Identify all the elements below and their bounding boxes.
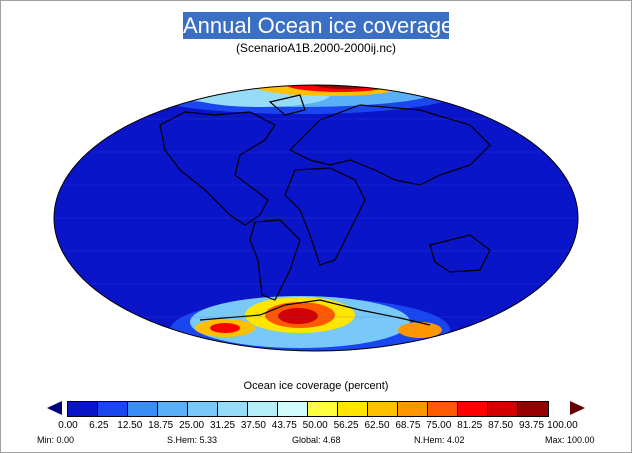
stat-max: Max: 100.00	[545, 435, 595, 445]
colorbar-tick-label: 93.75	[518, 420, 545, 431]
colorbar-swatch	[458, 402, 488, 416]
colorbar-tick-label: 25.00	[179, 420, 205, 431]
colorbar-tick-label: 18.75	[148, 420, 174, 431]
colorbar-swatch	[68, 402, 98, 416]
colorbar-swatch	[428, 402, 458, 416]
colorbar-swatch	[278, 402, 308, 416]
plot-title[interactable]: Annual Ocean ice coverage	[183, 12, 454, 39]
arctic-ice	[140, 85, 460, 114]
colorbar-tick-label: 0.00	[58, 420, 78, 431]
stat-global: Global: 4.68	[292, 435, 341, 445]
colorbar-tick-label: 56.25	[333, 420, 359, 431]
stat-shem: S.Hem: 5.33	[167, 435, 218, 445]
colorbar-under-arrow	[47, 401, 62, 415]
colorbar-swatch	[188, 402, 218, 416]
colorbar-title: Ocean ice coverage (percent)	[243, 380, 389, 392]
colorbar-swatch	[128, 402, 158, 416]
map-outline	[53, 84, 579, 352]
colorbar-tick-label: 100.00	[547, 420, 578, 431]
colorbar-tick-label: 6.25	[89, 420, 109, 431]
colorbar-tick-label: 87.50	[488, 420, 514, 431]
stat-nhem: N.Hem: 4.02	[414, 435, 465, 445]
colorbar-swatch	[218, 402, 248, 416]
plot-subtitle: (ScenarioA1B.2000-2000ij.nc)	[235, 41, 397, 55]
colorbar-tick-label: 50.00	[302, 420, 328, 431]
colorbar-swatch	[248, 402, 278, 416]
colorbar-swatch	[488, 402, 518, 416]
colorbar-swatch	[368, 402, 398, 416]
colorbar-over-arrow	[570, 401, 585, 415]
colorbar-swatch	[98, 402, 128, 416]
colorbar-tick-label: 81.25	[457, 420, 483, 431]
colorbar-swatch	[518, 402, 548, 416]
colorbar-swatch	[398, 402, 428, 416]
colorbar-tick-label: 68.75	[395, 420, 421, 431]
colorbar-swatch	[338, 402, 368, 416]
coastlines	[159, 94, 491, 326]
colorbar-tick-label: 37.50	[240, 420, 266, 431]
colorbar-swatch	[308, 402, 338, 416]
colorbar-tick-label: 75.00	[426, 420, 452, 431]
colorbar-tick-label: 12.50	[117, 420, 143, 431]
stat-min: Min: 0.00	[37, 435, 75, 445]
colorbar	[67, 401, 549, 417]
colorbar-tick-label: 43.75	[271, 420, 297, 431]
colorbar-tick-label: 62.50	[364, 420, 390, 431]
colorbar-swatch	[158, 402, 188, 416]
colorbar-tick-label: 31.25	[209, 420, 236, 431]
